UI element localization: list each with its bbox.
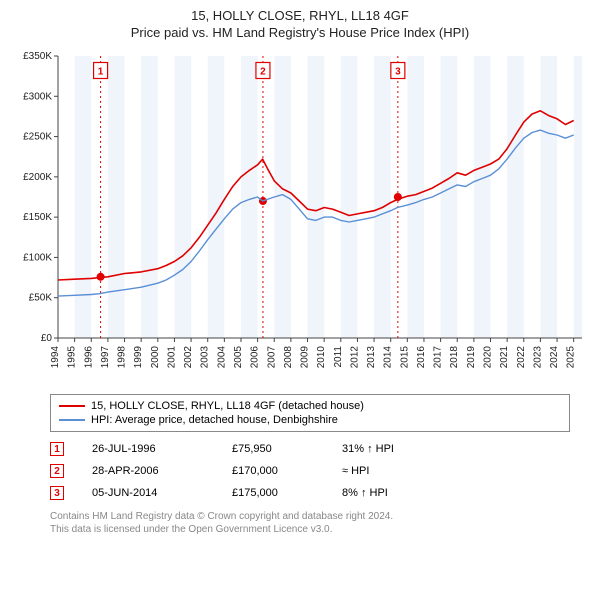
svg-text:1995: 1995 <box>67 346 78 369</box>
sale-marker: 3 <box>50 486 64 500</box>
sale-row: 2 28-APR-2006£170,000≈ HPI <box>50 460 570 482</box>
sale-date: 26-JUL-1996 <box>92 443 232 455</box>
chart-subtitle: Price paid vs. HM Land Registry's House … <box>10 25 590 40</box>
svg-text:1996: 1996 <box>83 346 94 369</box>
svg-text:£300K: £300K <box>23 91 52 102</box>
sale-price: £175,000 <box>232 487 342 499</box>
svg-text:2008: 2008 <box>283 346 294 369</box>
legend-label: HPI: Average price, detached house, Denb… <box>91 414 338 426</box>
svg-text:2022: 2022 <box>516 346 527 369</box>
svg-text:2: 2 <box>260 67 266 78</box>
svg-text:1998: 1998 <box>117 346 128 369</box>
svg-text:2012: 2012 <box>349 346 360 369</box>
svg-text:2016: 2016 <box>416 346 427 369</box>
sale-row: 1 26-JUL-1996£75,95031% ↑ HPI <box>50 438 570 460</box>
sale-price: £170,000 <box>232 465 342 477</box>
svg-text:1994: 1994 <box>50 346 61 369</box>
sale-marker: 2 <box>50 464 64 478</box>
svg-text:£150K: £150K <box>23 212 52 223</box>
svg-text:2025: 2025 <box>566 346 577 369</box>
sale-relative: 31% ↑ HPI <box>342 443 570 455</box>
svg-text:2010: 2010 <box>316 346 327 369</box>
attribution: Contains HM Land Registry data © Crown c… <box>50 510 570 536</box>
legend-swatch <box>59 419 85 421</box>
svg-text:2000: 2000 <box>150 346 161 369</box>
svg-text:2003: 2003 <box>200 346 211 369</box>
legend: 15, HOLLY CLOSE, RHYL, LL18 4GF (detache… <box>50 394 570 432</box>
svg-text:£250K: £250K <box>23 132 52 143</box>
svg-text:2024: 2024 <box>549 346 560 369</box>
svg-text:1999: 1999 <box>133 346 144 369</box>
svg-text:2023: 2023 <box>532 346 543 369</box>
svg-text:2015: 2015 <box>399 346 410 369</box>
svg-text:2009: 2009 <box>300 346 311 369</box>
svg-text:2002: 2002 <box>183 346 194 369</box>
legend-label: 15, HOLLY CLOSE, RHYL, LL18 4GF (detache… <box>91 400 364 412</box>
svg-text:1997: 1997 <box>100 346 111 369</box>
svg-text:£200K: £200K <box>23 172 52 183</box>
svg-text:2017: 2017 <box>433 346 444 369</box>
svg-text:2018: 2018 <box>449 346 460 369</box>
chart-container: 15, HOLLY CLOSE, RHYL, LL18 4GF Price pa… <box>0 0 600 546</box>
svg-text:2005: 2005 <box>233 346 244 369</box>
legend-item: HPI: Average price, detached house, Denb… <box>59 413 561 427</box>
svg-text:2011: 2011 <box>333 346 344 368</box>
svg-text:2007: 2007 <box>266 346 277 369</box>
svg-text:3: 3 <box>395 67 401 78</box>
chart-plot: £0 £50K £100K £150K £200K £250K £300K £350K 1994… <box>10 48 590 388</box>
svg-text:2004: 2004 <box>216 346 227 369</box>
chart-title: 15, HOLLY CLOSE, RHYL, LL18 4GF <box>10 8 590 23</box>
svg-text:1: 1 <box>98 67 104 78</box>
svg-text:£0: £0 <box>41 333 53 344</box>
attribution-line1: Contains HM Land Registry data © Crown c… <box>50 510 570 523</box>
svg-text:£50K: £50K <box>29 293 53 304</box>
svg-text:2001: 2001 <box>166 346 177 369</box>
chart-svg: £0 £50K £100K £150K £200K £250K £300K £350K 1994… <box>10 48 590 388</box>
sale-marker: 1 <box>50 442 64 456</box>
sale-row: 3 05-JUN-2014£175,0008% ↑ HPI <box>50 482 570 504</box>
attribution-line2: This data is licensed under the Open Gov… <box>50 523 570 536</box>
sale-price: £75,950 <box>232 443 342 455</box>
sales-table: 1 26-JUL-1996£75,95031% ↑ HPI 2 28-APR-2006… <box>50 438 570 504</box>
svg-text:£350K: £350K <box>23 51 52 62</box>
svg-text:2020: 2020 <box>483 346 494 369</box>
legend-swatch <box>59 405 85 407</box>
svg-text:2013: 2013 <box>366 346 377 369</box>
svg-text:2019: 2019 <box>466 346 477 369</box>
svg-text:2006: 2006 <box>250 346 261 369</box>
sale-date: 28-APR-2006 <box>92 465 232 477</box>
svg-text:2014: 2014 <box>383 346 394 369</box>
sale-relative: ≈ HPI <box>342 465 570 477</box>
sale-relative: 8% ↑ HPI <box>342 487 570 499</box>
svg-text:2021: 2021 <box>499 346 510 369</box>
svg-text:£100K: £100K <box>23 252 52 263</box>
legend-item: 15, HOLLY CLOSE, RHYL, LL18 4GF (detache… <box>59 399 561 413</box>
sale-date: 05-JUN-2014 <box>92 487 232 499</box>
